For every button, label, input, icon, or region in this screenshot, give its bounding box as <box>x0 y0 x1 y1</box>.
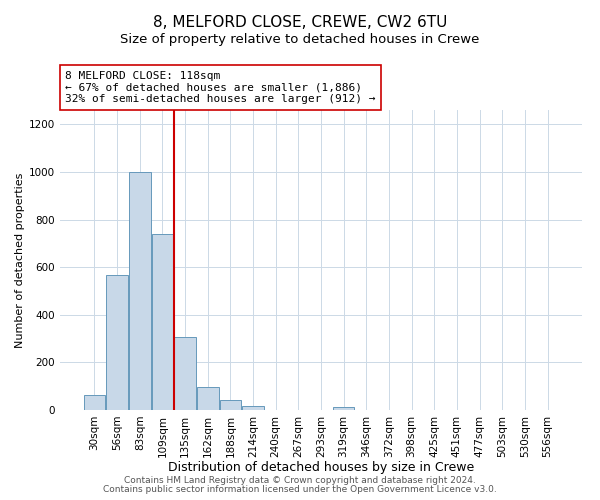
Text: Contains public sector information licensed under the Open Government Licence v3: Contains public sector information licen… <box>103 485 497 494</box>
Bar <box>129 172 151 410</box>
Text: 8, MELFORD CLOSE, CREWE, CW2 6TU: 8, MELFORD CLOSE, CREWE, CW2 6TU <box>153 15 447 30</box>
Text: Contains HM Land Registry data © Crown copyright and database right 2024.: Contains HM Land Registry data © Crown c… <box>124 476 476 485</box>
Bar <box>333 407 355 410</box>
Y-axis label: Number of detached properties: Number of detached properties <box>15 172 25 348</box>
Bar <box>220 400 241 410</box>
Bar <box>242 406 264 410</box>
Bar <box>175 336 196 410</box>
Text: Size of property relative to detached houses in Crewe: Size of property relative to detached ho… <box>121 32 479 46</box>
Bar <box>84 394 105 410</box>
Bar <box>106 275 128 410</box>
Text: 8 MELFORD CLOSE: 118sqm
← 67% of detached houses are smaller (1,886)
32% of semi: 8 MELFORD CLOSE: 118sqm ← 67% of detache… <box>65 71 376 104</box>
X-axis label: Distribution of detached houses by size in Crewe: Distribution of detached houses by size … <box>168 461 474 474</box>
Bar <box>197 388 218 410</box>
Bar <box>152 234 173 410</box>
